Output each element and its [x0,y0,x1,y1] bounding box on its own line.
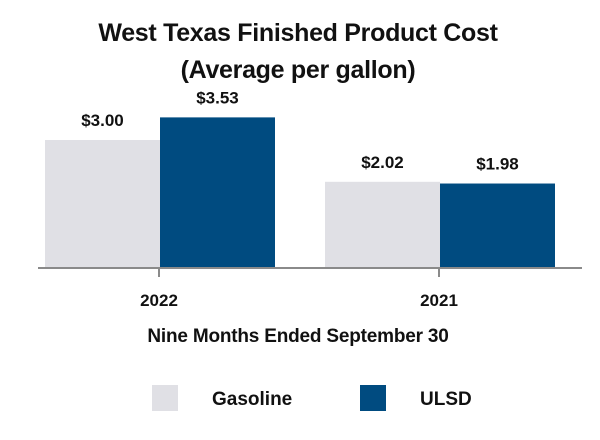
x-axis-title: Nine Months Ended September 30 [147,326,448,347]
legend-swatch-ulsd [360,385,386,411]
legend-swatch-gasoline [152,385,178,411]
x-axis-ticks: 2022 2021 [140,268,458,310]
legend-label-gasoline: Gasoline [212,389,292,410]
chart-title: West Texas Finished Product Cost [98,19,498,47]
data-label-ulsd-2022: $3.53 [196,88,239,107]
bar-gasoline-2021 [325,181,440,268]
bar-ulsd-2021 [440,183,555,268]
chart-subtitle: (Average per gallon) [181,56,416,84]
data-label-gasoline-2021: $2.02 [361,153,404,172]
x-tick-label-2021: 2021 [420,291,458,310]
x-tick-label-2022: 2022 [140,291,178,310]
legend: Gasoline ULSD [152,385,472,411]
bar-gasoline-2022 [45,140,160,268]
legend-label-ulsd: ULSD [420,389,472,410]
bars-layer: $3.00 $3.53 $2.02 $1.98 [45,88,555,269]
bar-ulsd-2022 [160,117,275,269]
data-label-gasoline-2022: $3.00 [81,111,124,130]
data-label-ulsd-2021: $1.98 [476,155,519,174]
